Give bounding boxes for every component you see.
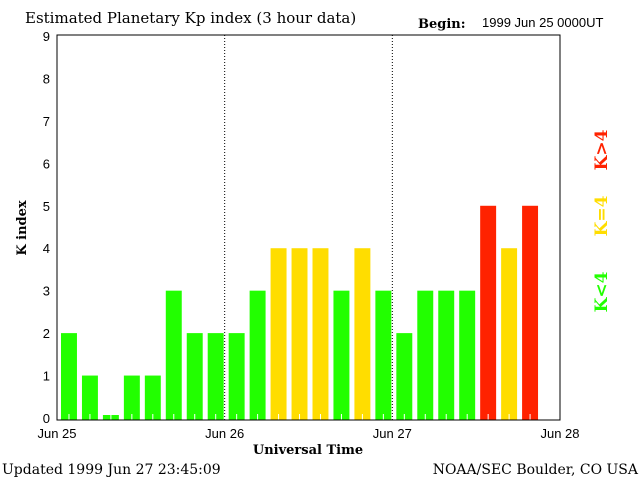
bar-11 [291,248,308,420]
bar-7 [207,333,224,420]
plot-frame [56,34,561,421]
x-axis-label: Universal Time [253,443,363,458]
bar-5 [165,290,182,420]
y-tick-label-6: 6 [43,156,50,171]
updated-text: Updated 1999 Jun 27 23:45:09 [2,462,221,478]
y-tick-label-2: 2 [43,326,50,341]
legend-low: K<4 [592,271,612,312]
x-tick-label-1: Jun 26 [205,426,244,441]
y-tick-label-9: 9 [43,29,50,44]
bar-4 [144,375,161,420]
bar-6 [186,333,203,420]
x-tick-label-3: Jun 28 [540,426,579,441]
y-tick-label-0: 0 [43,411,50,426]
x-tick-label-0: Jun 25 [37,426,76,441]
x-tick-label-2: Jun 27 [373,426,412,441]
bar-13 [333,290,350,420]
bar-8 [228,333,245,420]
bar-12 [312,248,329,420]
legend-high: K>4 [592,129,612,170]
y-tick-label-3: 3 [43,284,50,299]
y-tick-label-1: 1 [43,369,50,384]
begin-value: 1999 Jun 25 0000UT [482,15,603,30]
bar-20 [480,205,497,420]
legend-mid: K=4 [592,195,612,236]
y-tick-label-7: 7 [43,114,50,129]
bar-15 [375,290,392,420]
bar-1 [81,375,98,420]
y-tick-label-8: 8 [43,71,50,86]
bar-16 [396,333,413,420]
begin-label: Begin: [418,17,466,32]
source-text: NOAA/SEC Boulder, CO USA [433,462,639,478]
bar-21 [501,248,518,420]
bar-3 [123,375,140,420]
chart-title: Estimated Planetary Kp index (3 hour dat… [25,9,356,27]
bar-10 [270,248,287,420]
bar-18 [438,290,455,420]
bar-19 [459,290,476,420]
y-axis-label: K index [15,200,30,256]
bar-9 [249,290,266,420]
bar-22 [522,205,539,420]
bar-17 [417,290,434,420]
y-tick-label-4: 4 [43,241,50,256]
y-tick-label-5: 5 [43,199,50,214]
bar-14 [354,248,371,420]
bar-0 [61,333,77,420]
